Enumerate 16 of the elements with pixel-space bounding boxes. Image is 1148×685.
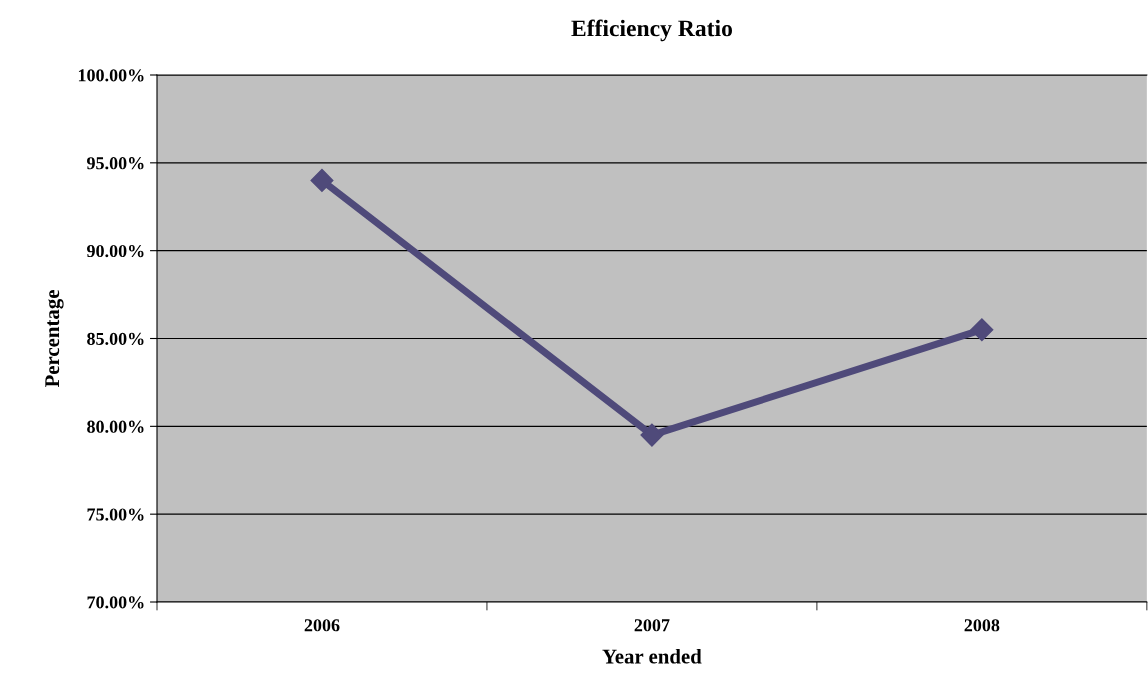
point	[310, 168, 334, 192]
x-tick-label: 2008	[964, 619, 1000, 632]
y-tick-label: 95.00%	[87, 157, 144, 170]
chart-title: Efficiency Ratio	[571, 19, 732, 42]
x-axis-title: Year ended	[602, 648, 702, 664]
y-tick-label: 75.00%	[87, 508, 144, 521]
y-tick-label: 70.00%	[87, 596, 144, 609]
y-axis-title: Percentage	[45, 290, 64, 388]
y-tick-label: 85.00%	[87, 332, 144, 346]
point	[640, 423, 664, 447]
x-tick-label: 2006	[304, 619, 340, 632]
y-tick-label: 90.00%	[87, 244, 144, 258]
x-tick-label: 2007	[634, 619, 670, 632]
y-tick-label: 100.00%	[78, 69, 144, 82]
point	[970, 318, 994, 342]
y-tick-label: 80.00%	[87, 420, 144, 433]
